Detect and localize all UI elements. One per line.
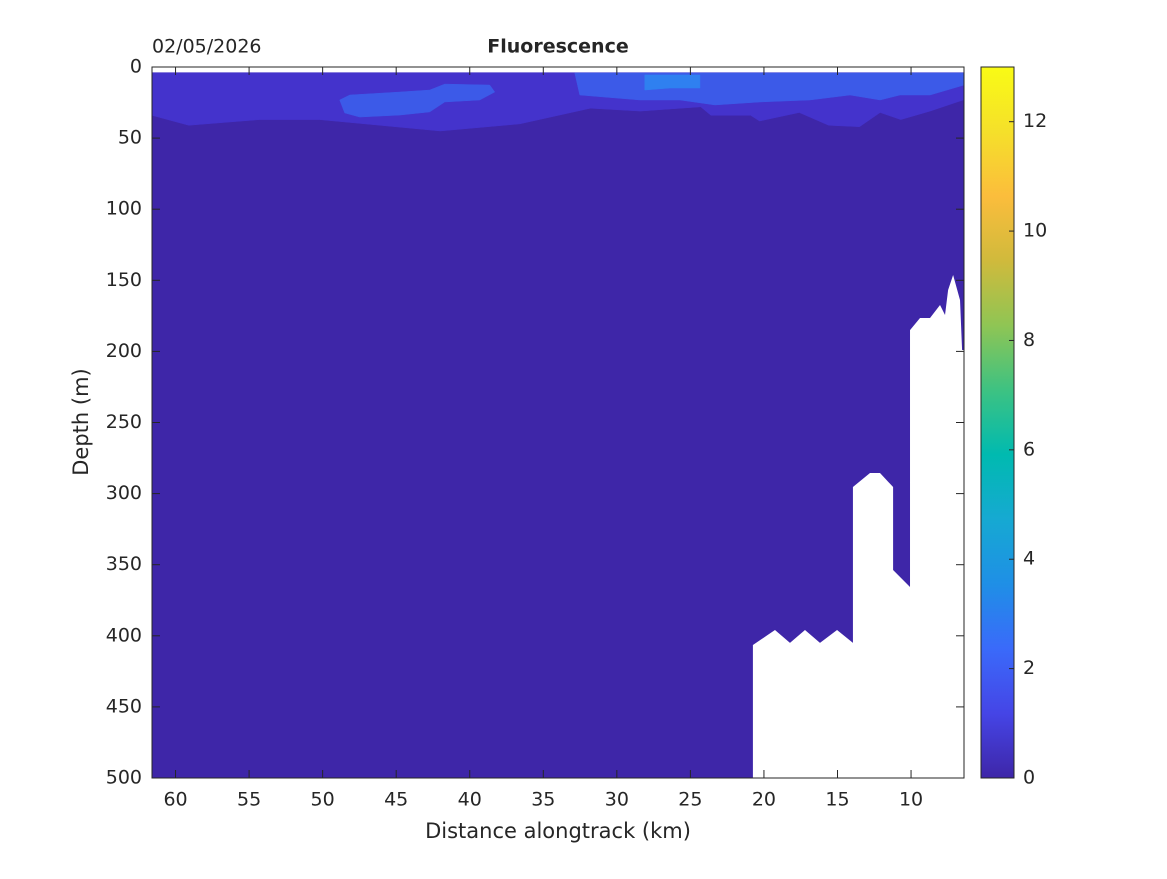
colorbar-tick-label: 4 (1023, 548, 1035, 570)
colorbar-tick-label: 0 (1023, 767, 1035, 789)
colorbar-tick-label: 12 (1023, 110, 1047, 132)
colorbar (980, 66, 1015, 779)
y-tick-label: 200 (106, 340, 142, 362)
date-annotation: 02/05/2026 (152, 36, 262, 58)
x-axis-label: Distance alongtrack (km) (425, 819, 691, 843)
colorbar-tick-label: 6 (1023, 438, 1035, 460)
x-tick-label: 60 (163, 789, 187, 811)
colorbar-tick-label: 10 (1023, 220, 1047, 242)
y-tick-label: 500 (106, 767, 142, 789)
y-tick-label: 50 (118, 127, 142, 149)
x-tick-label: 50 (311, 789, 335, 811)
y-tick-label: 300 (106, 482, 142, 504)
colorbar-tick-label: 2 (1023, 657, 1035, 679)
y-tick-label: 350 (106, 553, 142, 575)
x-tick-label: 20 (752, 789, 776, 811)
y-tick-label: 250 (106, 411, 142, 433)
x-tick-label: 45 (384, 789, 408, 811)
contour-region (644, 74, 701, 91)
x-tick-label: 25 (678, 789, 702, 811)
contour-region (339, 83, 496, 118)
x-tick-label: 10 (899, 789, 923, 811)
y-tick-label: 100 (106, 198, 142, 220)
y-tick-label: 0 (130, 56, 142, 78)
x-tick-label: 15 (825, 789, 849, 811)
colorbar-tick-label: 8 (1023, 329, 1035, 351)
no-data-mask (752, 275, 964, 778)
x-tick-label: 30 (605, 789, 629, 811)
x-tick-label: 55 (237, 789, 261, 811)
x-tick-label: 40 (458, 789, 482, 811)
chart-title: Fluorescence (487, 36, 628, 58)
x-tick-label: 35 (531, 789, 555, 811)
y-tick-label: 400 (106, 624, 142, 646)
y-axis-label: Depth (m) (69, 368, 93, 475)
y-tick-label: 450 (106, 695, 142, 717)
y-tick-label: 150 (106, 269, 142, 291)
